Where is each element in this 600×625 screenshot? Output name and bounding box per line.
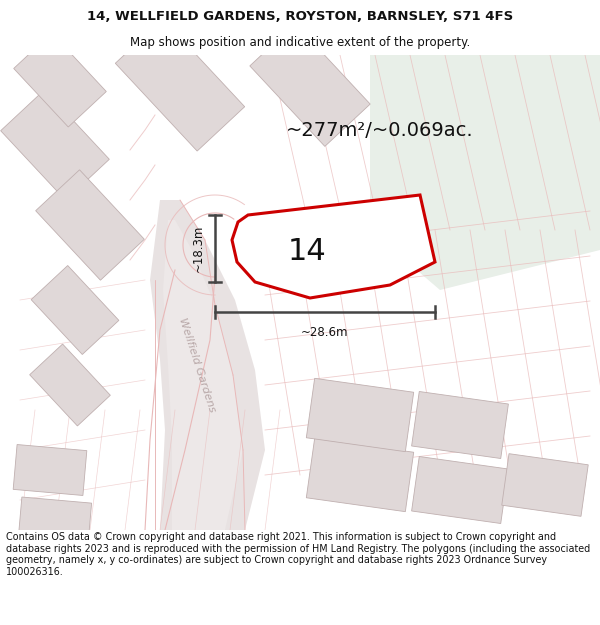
- Polygon shape: [502, 454, 588, 516]
- Polygon shape: [307, 438, 413, 512]
- Polygon shape: [163, 220, 243, 530]
- Polygon shape: [412, 456, 508, 524]
- Text: 14, WELLFIELD GARDENS, ROYSTON, BARNSLEY, S71 4FS: 14, WELLFIELD GARDENS, ROYSTON, BARNSLEY…: [87, 10, 513, 23]
- Polygon shape: [13, 444, 87, 496]
- Polygon shape: [250, 24, 370, 146]
- Polygon shape: [14, 33, 106, 127]
- Text: Contains OS data © Crown copyright and database right 2021. This information is : Contains OS data © Crown copyright and d…: [6, 532, 590, 577]
- Polygon shape: [115, 19, 245, 151]
- Text: Wellfield Gardens: Wellfield Gardens: [177, 316, 217, 414]
- Text: Map shows position and indicative extent of the property.: Map shows position and indicative extent…: [130, 36, 470, 49]
- Polygon shape: [1, 90, 109, 200]
- Polygon shape: [31, 266, 119, 354]
- Polygon shape: [412, 391, 508, 459]
- Text: ~277m²/~0.069ac.: ~277m²/~0.069ac.: [286, 121, 474, 139]
- Text: 14: 14: [288, 237, 326, 266]
- Polygon shape: [370, 55, 600, 290]
- Polygon shape: [35, 170, 145, 280]
- Polygon shape: [232, 195, 435, 298]
- Polygon shape: [19, 497, 92, 543]
- Text: ~18.3m: ~18.3m: [192, 225, 205, 272]
- Polygon shape: [150, 200, 265, 530]
- Polygon shape: [29, 344, 110, 426]
- Text: ~28.6m: ~28.6m: [301, 326, 349, 339]
- Polygon shape: [307, 378, 413, 452]
